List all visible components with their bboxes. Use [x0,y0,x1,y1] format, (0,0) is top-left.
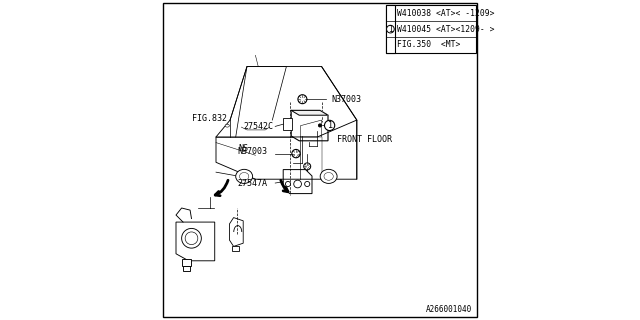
Circle shape [185,232,198,244]
Text: N37003: N37003 [332,95,361,104]
Text: FIG.350  <MT>: FIG.350 <MT> [397,40,460,49]
Bar [182,260,191,267]
Text: N37003: N37003 [237,147,268,156]
Ellipse shape [239,172,249,180]
Ellipse shape [320,169,337,183]
Bar [183,266,190,271]
Circle shape [319,124,322,127]
Circle shape [305,181,310,187]
Text: 27542C: 27542C [244,122,274,131]
Text: W410045 <AT><1209- >: W410045 <AT><1209- > [397,25,494,34]
Text: 1: 1 [388,25,393,34]
Ellipse shape [324,172,333,180]
Circle shape [294,180,301,188]
Bar [283,118,292,130]
Text: 27547A: 27547A [237,179,268,188]
Text: NS: NS [239,144,248,153]
Circle shape [285,181,291,187]
Ellipse shape [225,124,229,127]
Circle shape [292,149,300,158]
Text: 1: 1 [327,121,332,130]
Circle shape [298,95,307,104]
Circle shape [324,120,335,131]
Circle shape [182,228,202,248]
Bar [232,246,239,251]
Bar [385,5,476,53]
Text: A266001040: A266001040 [426,305,472,314]
Circle shape [304,163,311,170]
Text: FIG.832: FIG.832 [192,114,227,123]
Circle shape [387,25,394,33]
Text: W410038 <AT>< -1209>: W410038 <AT>< -1209> [397,9,494,18]
Bar [385,5,396,53]
Text: FRONT FLOOR: FRONT FLOOR [337,135,392,144]
Polygon shape [291,110,328,115]
Ellipse shape [236,169,253,183]
